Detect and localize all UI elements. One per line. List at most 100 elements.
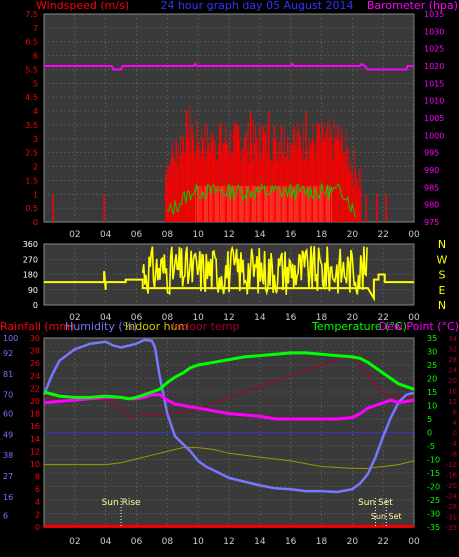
baro-ytick: 980 [424,201,439,210]
rain-ytick: 18 [30,410,40,419]
rain-ytick: 30 [30,334,40,343]
humidity-label: Humidity (%) [65,320,137,333]
temp-xtick: 20 [347,537,359,547]
indoor-temp-ytick: 8 [453,409,457,417]
wind-xtick: 10 [192,230,204,240]
wind-ytick: 6 [33,52,38,61]
temp-ytick: 30 [427,348,437,357]
wind-xtick: 04 [100,230,112,240]
baro-right-label: Barometer (hpa) [367,0,458,12]
temp-xtick: 16 [285,537,297,547]
temp-xtick: 02 [69,537,80,547]
dir-xtick: 00 [408,313,420,323]
wind-xtick: 00 [408,230,420,240]
temp-ytick: 0 [427,429,432,438]
baro-ytick: 1015 [424,79,444,88]
compass-label: N [438,299,446,312]
wind-ytick: 1 [33,190,38,199]
temp-ytick: -15 [427,469,440,478]
rain-ytick: 10 [30,460,40,469]
wind-ytick: 7 [33,24,38,33]
dir-ytick: 90 [28,286,38,295]
dir-ytick: 360 [23,240,38,249]
dir-xtick: 08 [162,313,174,323]
indoor-temp-ytick: 0 [453,430,457,438]
humidity-ytick: 81 [3,370,13,379]
indoor-temp-ytick: 4 [453,419,458,427]
rain-ytick: 16 [30,422,40,431]
indoor-temp-ytick: -31 [446,514,457,522]
wind-ytick: 2.5 [25,149,38,158]
baro-ytick: 1035 [424,10,444,19]
dir-ytick: 0 [33,301,38,310]
indoor-temp-ytick: -4 [450,440,458,448]
dir-xtick: 18 [316,313,328,323]
wind-ytick: 3.5 [25,121,38,130]
wind-xtick: 14 [254,230,266,240]
indoor-temp-ytick: -12 [446,461,457,469]
humidity-ytick: 49 [3,430,13,439]
baro-ytick: 1005 [424,114,444,123]
baro-ytick: 1000 [424,131,444,140]
rain-ytick: 22 [30,384,40,393]
wind-xtick: 06 [131,230,143,240]
humidity-ytick: 60 [3,410,13,419]
indoor-temp-ytick: 32 [448,346,457,354]
temp-xtick: 06 [131,537,143,547]
humidity-ytick: 92 [3,349,13,358]
sun-marker-label: Sun Set [371,512,402,521]
baro-ytick: 995 [424,149,439,158]
temp-ytick: -30 [427,510,440,519]
temp-ytick: -25 [427,496,440,505]
temp-ytick: -10 [427,456,440,465]
wind-xtick: 12 [223,230,234,240]
baro-ytick: 990 [424,166,439,175]
humidity-ytick: 16 [3,493,13,502]
sun-marker-label: Sun Set [358,498,393,508]
sun-marker-label: Sun Rise [102,498,141,508]
dir-xtick: 12 [223,313,234,323]
indoor-temp-ytick: 24 [448,367,457,375]
temp-xtick: 08 [162,537,174,547]
indoor-temp-ytick: -35 [446,524,457,532]
wind-ytick: 4.5 [25,93,38,102]
compass-label: W [437,253,448,266]
wind-xtick: 20 [347,230,359,240]
wind-ytick: 6.5 [25,38,38,47]
wind-xtick: 02 [69,230,80,240]
wind-xtick: 22 [377,230,388,240]
rain-ytick: 24 [30,372,40,381]
dir-xtick: 20 [347,313,359,323]
temp-xtick: 10 [192,537,204,547]
rain-ytick: 6 [35,485,40,494]
compass-label: E [439,284,446,297]
baro-ytick: 985 [424,183,439,192]
wind-average-line [167,182,356,219]
temp-xtick: 12 [223,537,234,547]
rain-label: Rainfall (mm) [0,320,74,333]
temperature-label: Temperature (°C) [311,320,407,333]
wind-direction-line [44,271,414,302]
indoor-temp-ytick: -8 [450,451,457,459]
rain-ytick: 12 [30,447,40,456]
indoor-temp-ytick: 20 [448,377,457,385]
dir-xtick: 16 [285,313,297,323]
indoor-temp-ytick: 34 [448,335,457,343]
wind-ytick: 3 [33,135,38,144]
baro-ytick: 1010 [424,97,444,106]
compass-label: S [439,269,446,282]
chart-title: 24 hour graph day 05 August 2014 [160,0,353,12]
humidity-ytick: 6 [3,512,8,521]
wind-ytick: 5 [33,79,38,88]
wind-ytick: 4 [33,107,38,116]
dir-xtick: 10 [192,313,204,323]
temp-ytick: -35 [427,523,440,532]
temp-xtick: 00 [408,537,420,547]
wind-direction-noise [141,245,368,296]
temp-ytick: 35 [427,334,437,343]
indoor-temp-ytick: -20 [446,482,457,490]
temperature-panel: 6162738496070819210002468101214161820222… [3,334,458,547]
dir-ytick: 180 [23,271,38,280]
rain-ytick: 0 [35,523,40,532]
dir-xtick: 02 [69,313,80,323]
